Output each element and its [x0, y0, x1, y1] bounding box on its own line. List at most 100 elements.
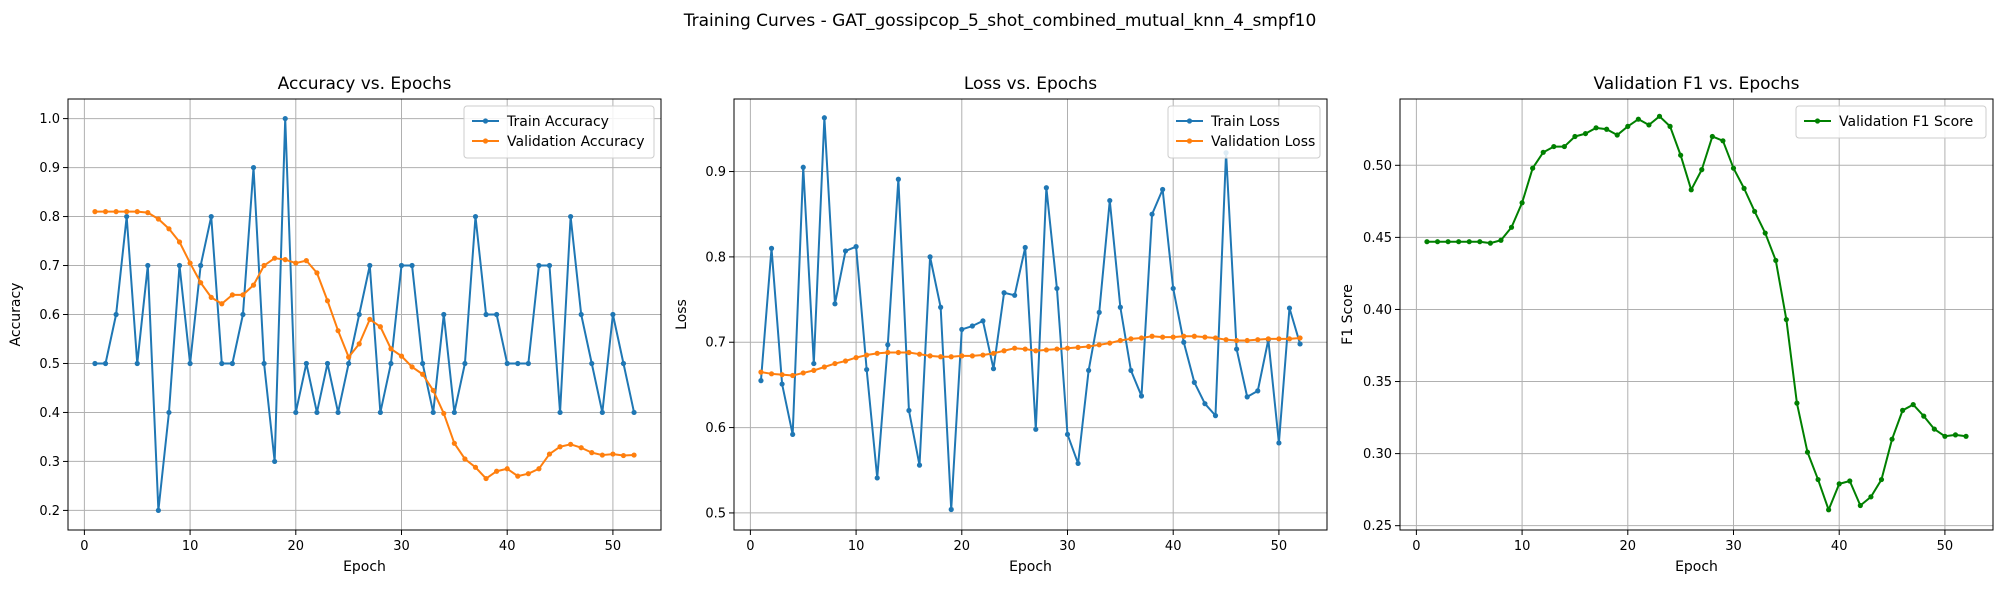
data-point [409, 364, 415, 370]
data-point [113, 209, 119, 215]
data-point [610, 311, 616, 318]
data-point [768, 245, 775, 251]
data-point [208, 213, 214, 220]
data-point [779, 381, 785, 387]
data-point [155, 216, 161, 222]
data-point [1276, 336, 1282, 342]
data-point [303, 360, 309, 367]
data-point [631, 452, 637, 458]
data-point [842, 358, 849, 364]
y-tick-label: 0.8 [39, 210, 60, 225]
data-point [1181, 339, 1187, 345]
data-point [293, 409, 299, 416]
data-point [92, 209, 98, 215]
data-point [1678, 152, 1684, 158]
data-point [885, 342, 891, 348]
data-point [821, 364, 827, 370]
x-tick-label: 10 [1514, 539, 1531, 554]
data-point [124, 213, 130, 220]
data-point [314, 409, 320, 416]
data-point [1477, 239, 1483, 245]
data-point [420, 371, 426, 377]
y-tick-label: 0.3 [39, 455, 60, 470]
data-point [250, 164, 257, 171]
y-tick-label: 0.9 [39, 161, 60, 176]
data-point [821, 115, 827, 121]
data-point [853, 355, 859, 361]
data-point [198, 280, 204, 286]
chart-panel-3: 0 10 20 30 40 50 0.25 0.30 0.35 0.40 0.45 0.50 Valid… [1340, 74, 1994, 575]
y-tick-label: 0.25 [1363, 519, 1392, 534]
legend-box [1167, 105, 1321, 159]
y-tick-label: 1.0 [39, 112, 60, 127]
legend-swatch-marker [482, 138, 489, 144]
data-point [1604, 126, 1610, 132]
data-point [515, 360, 521, 367]
data-point [1519, 200, 1525, 206]
y-tick-label: 0.30 [1363, 447, 1392, 462]
data-point [282, 257, 288, 263]
data-point [1878, 476, 1885, 483]
data-point [536, 466, 542, 472]
data-point [1001, 348, 1007, 354]
data-point [1001, 290, 1007, 296]
data-point [398, 353, 405, 359]
data-point [1487, 240, 1493, 246]
data-point [240, 311, 246, 318]
data-point [420, 360, 426, 367]
y-tick-label: 0.7 [39, 259, 60, 274]
data-point [1762, 230, 1768, 236]
legend: Train Loss Validation Loss [1167, 105, 1321, 159]
data-point [1910, 401, 1916, 408]
chart-panel-2: 0 10 20 30 40 50 0.5 0.6 0.7 0.8 0.9 Loss vs. Epoch… [674, 74, 1328, 575]
data-point [515, 473, 521, 479]
data-point [1054, 285, 1060, 292]
data-point [1022, 346, 1028, 352]
data-point [1096, 309, 1102, 315]
data-point [92, 360, 98, 367]
x-tick-label: 20 [1620, 539, 1637, 554]
data-point [388, 360, 394, 367]
data-point [356, 341, 362, 347]
data-point [324, 360, 331, 367]
data-point [1434, 239, 1441, 245]
legend-label: Train Loss [1210, 114, 1280, 130]
data-point [441, 311, 447, 318]
data-point [1128, 367, 1134, 374]
x-tick-label: 20 [288, 539, 305, 554]
data-point [494, 468, 500, 474]
data-point [504, 360, 510, 367]
data-point [906, 407, 912, 414]
data-point [155, 507, 161, 514]
legend-swatch-marker [482, 118, 489, 124]
data-point [864, 366, 870, 373]
data-point [282, 115, 288, 122]
data-point [578, 311, 584, 318]
data-point [589, 360, 595, 367]
data-point [1033, 348, 1039, 354]
data-point [145, 262, 151, 269]
series-line-2 [94, 210, 635, 480]
x-tick-label: 40 [1831, 539, 1848, 554]
data-point [346, 360, 352, 367]
data-point [272, 255, 278, 261]
data-point [145, 210, 151, 216]
y-tick-label: 0.5 [705, 506, 726, 521]
y-tick-label: 0.8 [705, 250, 726, 265]
y-tick-label: 0.5 [39, 357, 60, 372]
data-point [599, 452, 605, 458]
data-point [504, 466, 510, 472]
data-point [451, 409, 457, 416]
data-point [1741, 185, 1747, 191]
data-point [261, 360, 267, 367]
data-point [874, 475, 880, 481]
data-point [916, 462, 923, 468]
data-point [1191, 379, 1197, 385]
x-tick-label: 50 [605, 539, 622, 554]
data-point [758, 378, 764, 384]
data-point [1297, 335, 1303, 341]
data-point [842, 248, 849, 254]
plot-frame [1399, 98, 1994, 531]
data-point [1212, 413, 1219, 419]
data-point [1012, 345, 1018, 351]
